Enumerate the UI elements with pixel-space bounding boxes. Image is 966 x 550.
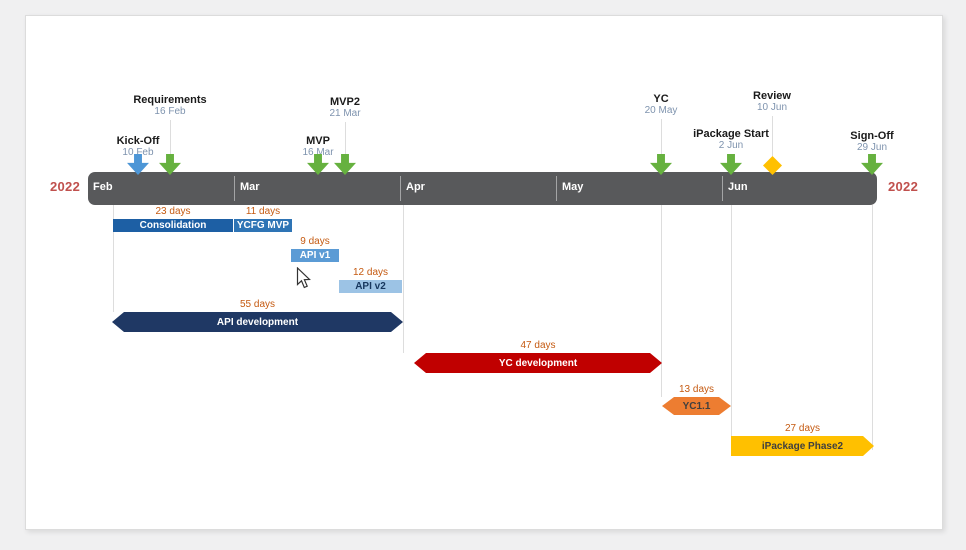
task-bar-api-v1[interactable]: API v1 — [291, 249, 339, 262]
milestone-title: Kick-Off — [116, 135, 160, 147]
milestone-label-requirements: Requirements 16 Feb — [133, 94, 206, 118]
mouse-cursor — [296, 267, 311, 289]
month-separator — [400, 176, 401, 201]
milestone-date: 10 Jun — [756, 102, 788, 113]
task-days-yc-development: 47 days — [520, 340, 556, 351]
milestone-title: MVP — [306, 135, 330, 147]
milestone-date: 16 Mar — [302, 147, 334, 158]
connector-line — [872, 205, 873, 450]
month-separator — [556, 176, 557, 201]
milestone-label-sign-off: Sign-Off 29 Jun — [850, 130, 893, 154]
milestone-title: Review — [753, 90, 791, 102]
task-days-api-development: 55 days — [239, 299, 276, 310]
task-bar-consolidation[interactable]: Consolidation — [113, 219, 233, 232]
connector-line — [661, 205, 662, 397]
month-label-feb: Feb — [93, 181, 113, 193]
milestone-label-ipackage-start: iPackage Start 2 Jun — [693, 128, 769, 152]
milestone-title: MVP2 — [330, 96, 360, 108]
milestone-title: Sign-Off — [850, 130, 894, 142]
task-bar-api-development[interactable]: API development — [112, 312, 403, 332]
milestone-date: 21 Mar — [329, 108, 361, 119]
month-label-jun: Jun — [728, 181, 748, 193]
task-bar-api-v2[interactable]: API v2 — [339, 280, 402, 293]
milestone-label-review: Review 10 Jun — [753, 90, 791, 114]
milestone-connector-line — [661, 119, 662, 154]
milestone-title: Requirements — [133, 94, 207, 106]
milestone-label-mvp2: MVP2 21 Mar — [329, 96, 360, 120]
task-bar-yc-development[interactable]: YC development — [414, 353, 662, 373]
milestone-label-kick-off: Kick-Off 10 Feb — [117, 135, 160, 159]
year-label-right: 2022 — [888, 179, 919, 194]
month-label-may: May — [562, 181, 584, 193]
milestone-marker-review-diamond-icon[interactable] — [763, 156, 782, 175]
connector-line — [113, 205, 114, 312]
month-label-mar: Mar — [240, 181, 260, 193]
milestone-connector-line — [772, 116, 773, 156]
milestone-date: 2 Jun — [718, 140, 744, 151]
milestone-connector-line — [170, 120, 171, 154]
milestone-label-mvp: MVP 16 Mar — [302, 135, 333, 159]
month-label-apr: Apr — [406, 181, 425, 193]
milestone-title: YC — [653, 93, 669, 105]
milestone-connector-line — [345, 122, 346, 154]
milestone-label-yc: YC 20 May — [645, 93, 678, 117]
month-separator — [234, 176, 235, 201]
task-bar-ycfg-mvp[interactable]: YCFG MVP — [234, 219, 292, 232]
task-bar-ipackage-phase2[interactable]: iPackage Phase2 — [731, 436, 874, 456]
year-label-left: 2022 — [50, 179, 81, 194]
milestone-date: 16 Feb — [154, 106, 186, 117]
connector-line — [731, 205, 732, 436]
timeline-band[interactable] — [88, 172, 877, 205]
month-separator — [722, 176, 723, 201]
task-days-api-v1: 9 days — [300, 236, 330, 247]
connector-line — [403, 205, 404, 353]
milestone-date: 10 Feb — [122, 147, 154, 158]
task-days-consolidation: 23 days — [155, 206, 191, 217]
task-days-yc1-1: 13 days — [678, 384, 715, 395]
task-days-ipackage-phase2: 27 days — [784, 423, 821, 434]
task-days-ycfg-mvp: 11 days — [245, 206, 281, 217]
task-bar-yc1-1[interactable]: YC1.1 — [662, 397, 731, 415]
milestone-date: 29 Jun — [856, 142, 888, 153]
task-days-api-v2: 12 days — [352, 267, 389, 278]
milestone-title: iPackage Start — [693, 128, 769, 140]
milestone-date: 20 May — [644, 105, 678, 116]
